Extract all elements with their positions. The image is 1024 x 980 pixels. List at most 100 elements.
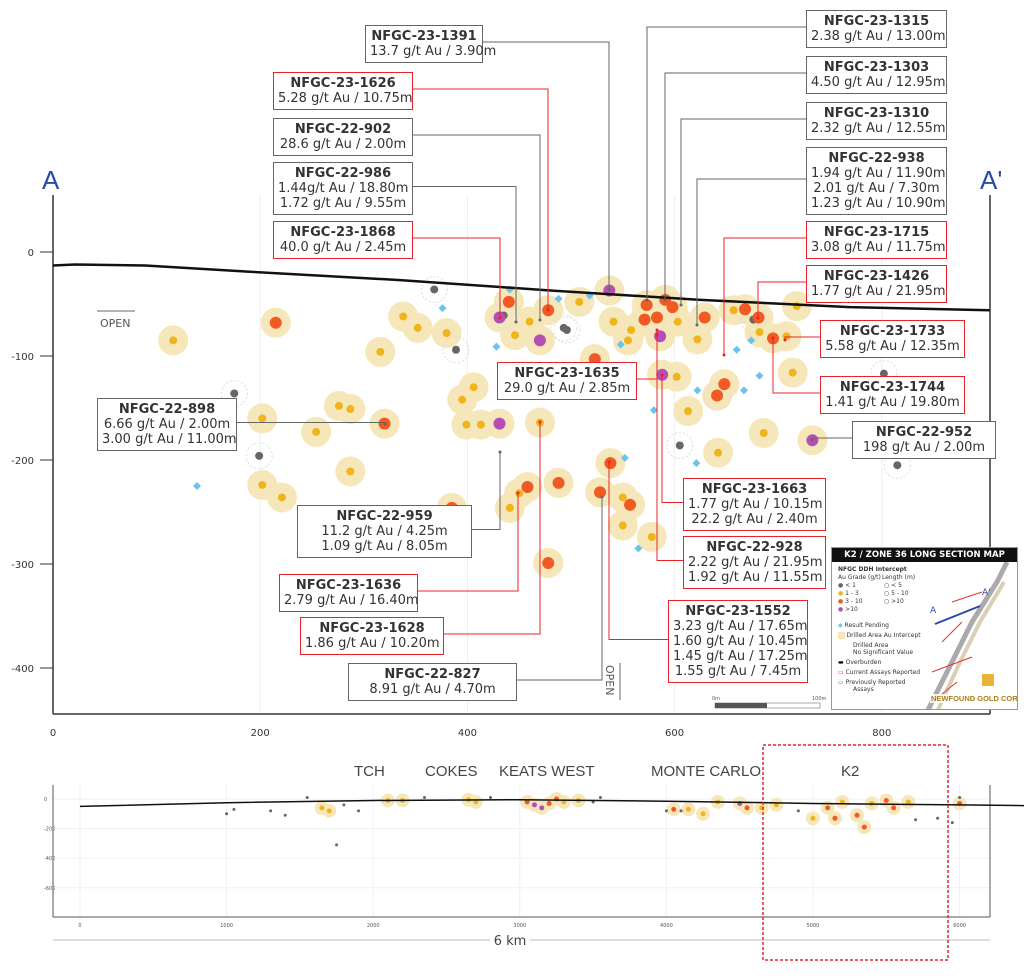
overview-dot [319, 805, 325, 811]
overview-dot [744, 805, 750, 811]
no-value-halo [703, 383, 731, 411]
intercept-dot [469, 383, 478, 392]
intercept-dot [462, 420, 471, 429]
intercept-dot [623, 336, 632, 345]
intercept-callout: NFGC-23-1310 2.32 g/t Au / 12.55m [806, 102, 947, 140]
no-value-halo [245, 442, 273, 470]
zone-label-monte-carlo: MONTE CARLO [651, 763, 762, 780]
overview-x-tick: 6000 [953, 923, 966, 929]
intercept-callout: NFGC-23-1303 4.50 g/t Au / 12.95m [806, 56, 947, 94]
intercept-callout: NFGC-23-1663 1.77 g/t Au / 10.15m 22.2 g/t… [683, 478, 826, 531]
leader-end [655, 333, 659, 337]
intercept-dot [604, 457, 617, 470]
open-label-down: OPEN [603, 665, 616, 695]
open-label-left: OPEN [100, 317, 130, 330]
legend-previous-assays-2: Assays [853, 686, 874, 693]
leader-end [514, 320, 518, 324]
intercept-value: 5.28 g/t Au / 10.75m [278, 91, 413, 106]
intercept-dot [493, 417, 506, 430]
x-tick-label: 0 [50, 728, 56, 739]
leader-end [756, 316, 760, 320]
legend-drilled-area: Drilled Area [853, 642, 889, 649]
overview-low-dot [936, 816, 940, 820]
intercept-value: 1.77 g/t Au / 21.95m [811, 284, 946, 299]
intercept-value: 6.66 g/t Au / 2.00m [103, 417, 231, 432]
intercept-dot [442, 329, 451, 338]
callout-leader [413, 134, 541, 320]
overview-low-dot [958, 796, 962, 800]
overview-dot [524, 799, 530, 805]
intercept-dot [346, 467, 355, 476]
intercept-value: 13.7 g/t Au / 3.90m [370, 44, 497, 59]
overview-dot [546, 800, 552, 806]
overview-y-tick: -200 [44, 827, 55, 833]
scale-start: 0m [712, 696, 720, 702]
leader-end [538, 318, 542, 322]
legend-grade-lt1: < 1 [845, 582, 856, 589]
overview-dot [905, 799, 911, 805]
intercept-dot [258, 480, 267, 489]
intercept-value: 1.86 g/t Au / 10.20m [305, 636, 440, 651]
zone-label-tch: TCH [354, 763, 385, 780]
intercept-callout: NFGC-22-902 28.6 g/t Au / 2.00m [273, 118, 413, 156]
intercept-value: 1.94 g/t Au / 11.90m [811, 166, 946, 181]
intercept-value: 2.32 g/t Au / 12.55m [811, 121, 946, 136]
hole-id: NFGC-23-1715 [823, 225, 930, 240]
intercept-value: 1.92 g/t Au / 11.55m [688, 570, 823, 585]
hole-id: NFGC-23-1628 [319, 621, 425, 636]
legend-length-gt10: >10 [891, 598, 904, 605]
overview-dot [539, 805, 545, 811]
legend-grade-1-3: 1 - 3 [845, 590, 859, 597]
intercept-value: 8.91 g/t Au / 4.70m [369, 682, 496, 697]
overview-y-tick: -400 [44, 856, 55, 862]
overview-low-dot [335, 843, 339, 847]
intercept-value: 1.41 g/t Au / 19.80m [825, 395, 960, 410]
x-tick-label: 200 [251, 728, 270, 739]
intercept-value: 1.72 g/t Au / 9.55m [279, 196, 407, 211]
callout-leader [696, 178, 806, 325]
intercept-dot [552, 476, 565, 489]
low-grade-dot [430, 285, 439, 294]
overview-dot [810, 815, 816, 821]
intercept-callout: NFGC-23-1315 2.38 g/t Au / 13.00m [806, 10, 947, 48]
x-tick-label: 600 [665, 728, 684, 739]
callout-leader [757, 281, 806, 318]
y-tick-label: 0 [28, 248, 34, 259]
intercept-callout: NFGC-22-952 198 g/t Au / 2.00m [852, 421, 996, 459]
zone-label-keats-west: KEATS WEST [499, 763, 595, 780]
pending-diamond [193, 482, 202, 490]
overview-dot [531, 802, 537, 808]
section-start-label: A [42, 165, 60, 195]
intercept-dot [782, 332, 791, 341]
overview-low-dot [225, 812, 229, 816]
leader-end [383, 422, 387, 426]
legend-result-pending: Result Pending [844, 622, 889, 629]
leader-end [771, 336, 775, 340]
leader-end [783, 338, 787, 342]
intercept-value: 2.38 g/t Au / 13.00m [811, 29, 946, 44]
legend-subtitle: NFGC DDH Intercept [838, 566, 907, 573]
intercept-value: 2.01 g/t Au / 7.30m [813, 181, 940, 196]
hole-id: NFGC-23-1636 [295, 578, 402, 593]
legend-length-lt5: < 5 [891, 582, 902, 589]
leader-end [655, 328, 659, 332]
intercept-dot [542, 556, 555, 569]
legend-title: K2 / ZONE 36 LONG SECTION MAP [832, 548, 1017, 562]
hole-id: NFGC-23-1626 [290, 76, 396, 91]
legend-drilled-intercept: Drilled Area Au Intercept [846, 632, 921, 639]
no-value-halo [666, 431, 694, 459]
leader-end [679, 303, 683, 307]
leader-end [810, 438, 814, 442]
intercept-callout: NFGC-22-986 1.44g/t Au / 18.80m 1.72 g/t A… [273, 162, 413, 215]
pending-diamond [692, 459, 701, 468]
intercept-dot [788, 368, 797, 377]
overview-dot [883, 797, 889, 803]
intercept-dot [618, 521, 627, 530]
y-tick-label: -200 [11, 456, 34, 467]
overview-low-dot [342, 803, 346, 807]
intercept-dot [502, 295, 515, 308]
intercept-callout: NFGC-23-1628 1.86 g/t Au / 10.20m [300, 617, 444, 655]
overview-x-tick: 3000 [513, 923, 526, 929]
intercept-value: 1.55 g/t Au / 7.45m [674, 664, 802, 679]
leader-end [600, 495, 604, 499]
